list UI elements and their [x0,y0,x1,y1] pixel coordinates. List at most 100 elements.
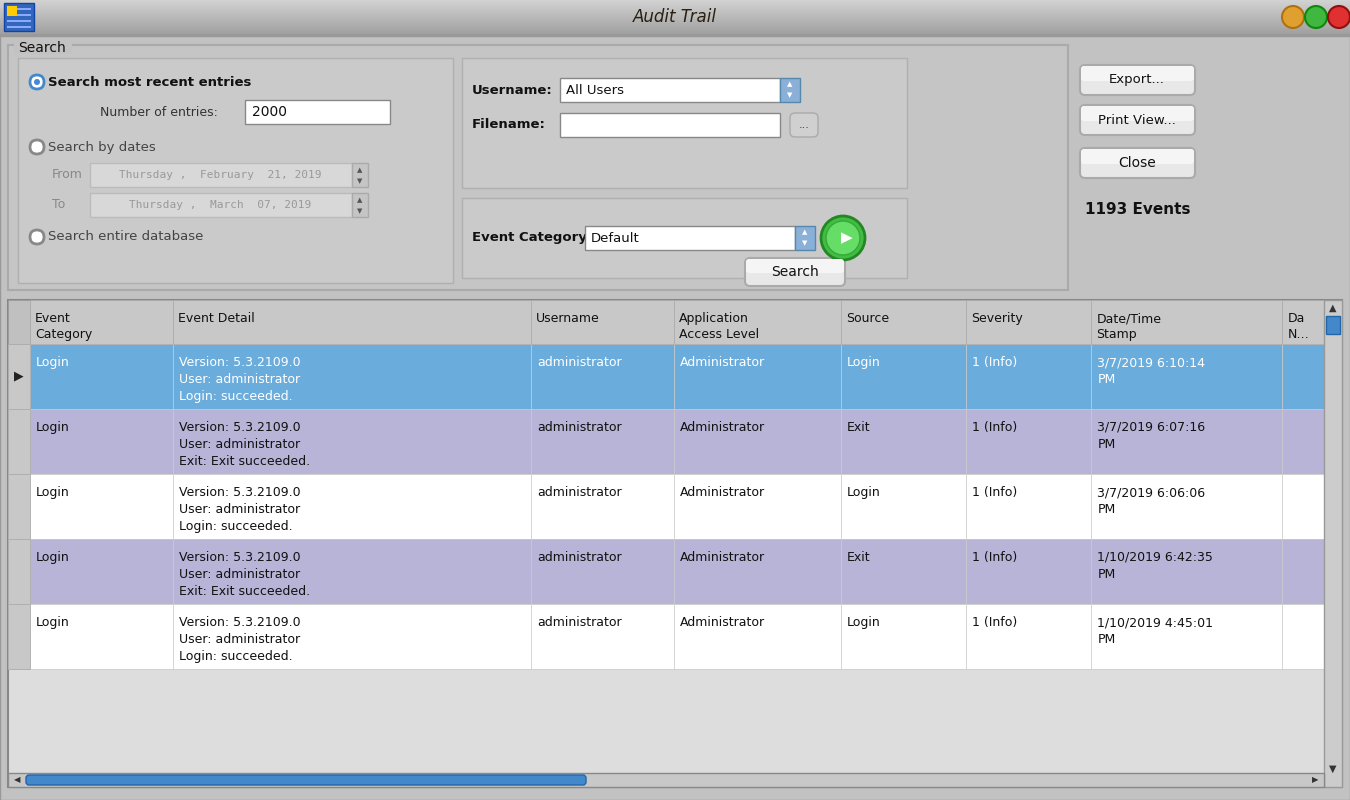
Text: ▶: ▶ [15,370,24,382]
FancyBboxPatch shape [30,75,45,89]
Text: ◀: ◀ [14,775,20,785]
Bar [7,14,31,16]
Text: Login: Login [846,486,880,499]
Bar [531,300,674,344]
Bar [0,6,1350,7]
Bar [4,3,34,31]
Text: Version: 5.3.2109.0
User: administrator
Login: succeeded.: Version: 5.3.2109.0 User: administrator … [180,486,301,533]
Bar [0,31,1350,32]
Bar [560,78,780,102]
Text: Login: Login [36,421,70,434]
Bar [0,26,1350,27]
Bar [0,15,1350,16]
Text: Version: 5.3.2109.0
User: administrator
Login: succeeded.: Version: 5.3.2109.0 User: administrator … [180,616,301,663]
Text: ▼: ▼ [358,208,363,214]
Text: 1/10/2019 4:45:01
PM: 1/10/2019 4:45:01 PM [1098,616,1214,646]
Bar [531,344,674,409]
Bar [780,78,801,102]
Bar [674,604,841,669]
Bar [0,16,1350,17]
Text: administrator: administrator [537,421,621,434]
Bar [1282,300,1324,344]
Text: Version: 5.3.2109.0
User: administrator
Login: succeeded.: Version: 5.3.2109.0 User: administrator … [180,356,301,403]
Bar [30,604,173,669]
Bar [462,198,907,278]
FancyBboxPatch shape [30,230,45,244]
Bar [0,24,1350,25]
Text: ▼: ▼ [787,92,792,98]
Text: Print View...: Print View... [1098,114,1176,126]
Bar [244,100,390,124]
Text: Close: Close [1118,156,1156,170]
FancyBboxPatch shape [790,113,818,137]
Bar [7,8,31,10]
Text: Da
N…: Da N… [1288,312,1309,341]
Bar [674,300,841,344]
Text: administrator: administrator [537,551,621,564]
Text: Search entire database: Search entire database [49,230,204,243]
Text: 3/7/2019 6:06:06
PM: 3/7/2019 6:06:06 PM [1098,486,1206,516]
Bar [0,34,1350,36]
FancyBboxPatch shape [26,775,586,785]
Text: 1 (Info): 1 (Info) [972,551,1018,564]
Text: ...: ... [799,120,810,130]
FancyBboxPatch shape [1080,148,1195,178]
Bar [30,409,173,474]
Bar [0,22,1350,23]
Bar [967,409,1091,474]
Text: Event Category:: Event Category: [472,231,593,245]
Text: Administrator: Administrator [680,356,765,369]
Bar [30,300,173,344]
Bar [0,12,1350,13]
Bar [8,344,1324,409]
Bar [7,20,31,22]
Bar [0,0,1350,1]
Text: All Users: All Users [566,83,624,97]
Text: Search: Search [18,41,66,55]
FancyBboxPatch shape [1080,105,1195,135]
Bar [0,5,1350,6]
Bar [0,27,1350,28]
Text: Search by dates: Search by dates [49,141,155,154]
Bar [674,409,841,474]
Circle shape [1305,6,1327,28]
Bar [7,26,31,28]
Text: ▼: ▼ [1330,764,1336,774]
Bar [8,474,1324,539]
Bar [967,604,1091,669]
Bar [841,344,967,409]
FancyBboxPatch shape [30,140,45,154]
Text: 3/7/2019 6:10:14
PM: 3/7/2019 6:10:14 PM [1098,356,1206,386]
Text: Search most recent entries: Search most recent entries [49,75,251,89]
Text: Administrator: Administrator [680,486,765,499]
Bar [0,29,1350,30]
Text: 1 (Info): 1 (Info) [972,616,1018,629]
Bar [0,11,1350,12]
Bar [8,344,30,409]
Text: Administrator: Administrator [680,616,765,629]
Bar [8,539,1324,604]
Bar [967,539,1091,604]
Bar [1091,300,1282,344]
Bar [8,773,1324,787]
Bar [462,58,907,188]
Text: Login: Login [36,551,70,564]
Text: Version: 5.3.2109.0
User: administrator
Exit: Exit succeeded.: Version: 5.3.2109.0 User: administrator … [180,551,310,598]
Bar [8,604,30,669]
Bar [0,18,1350,19]
Text: 1193 Events: 1193 Events [1085,202,1191,218]
Bar [1091,539,1282,604]
FancyBboxPatch shape [1081,66,1193,81]
Text: ▲: ▲ [802,229,807,235]
Bar [173,474,531,539]
Text: Thursday ,  March  07, 2019: Thursday , March 07, 2019 [128,200,310,210]
Text: ▶: ▶ [841,230,853,246]
Bar [30,474,173,539]
Text: 2000: 2000 [252,105,288,119]
Bar [1091,344,1282,409]
Text: Source: Source [846,312,890,325]
Bar [531,474,674,539]
Text: ▼: ▼ [802,240,807,246]
Bar [7,6,18,16]
Bar [0,2,1350,3]
